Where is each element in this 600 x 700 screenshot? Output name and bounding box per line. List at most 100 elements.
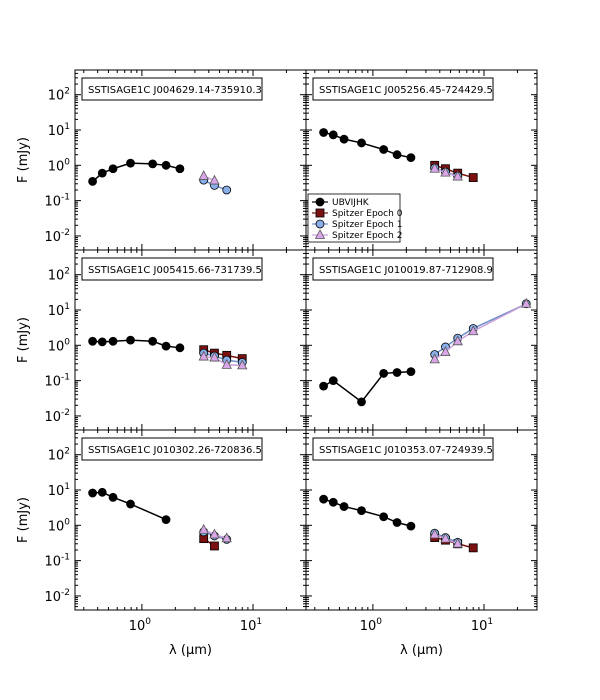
legend-label: Spitzer Epoch 0 [332,209,403,219]
panel-3: 10-2 10-1 100 101 102 F (mJy) SSTISAGE1C J0054… [16,249,307,431]
legend-marker [315,219,325,229]
data-point [198,350,209,361]
data-point [339,134,349,144]
panel-title: SSTISAGE1C J010019.87-712908.9 [319,265,493,276]
panel-6: 100 101 λ (μm) SSTISAGE1C J010353.07-724939… [305,429,538,658]
data-point [440,532,451,543]
data-point [392,368,402,377]
y-tick-label: 100 [48,517,71,534]
panel-1: 10-2 10-1 100 101 102 F (mJy) SSTISAGE1C J0046… [16,69,307,251]
y-tick-label: 101 [48,122,70,139]
panel-title: SSTISAGE1C J005415.66-731739.5 [88,265,262,276]
legend-marker [314,229,326,239]
data-point [468,325,479,336]
data-point [209,528,220,539]
data-point [440,166,451,177]
data-point [319,494,328,504]
panel-frame [305,429,538,611]
data-point [175,164,185,174]
data-point [406,153,416,163]
data-point [429,162,440,173]
series-spitzer-epoch-2 [198,523,232,543]
data-point [126,499,135,509]
panel-5: 10-2 10-1 100 101 102 F (mJy) 100 101 λ (μm) SSTI… [16,429,307,658]
series-line [203,355,243,367]
data-point [357,138,366,148]
data-point [452,537,463,548]
data-point [392,518,402,527]
panel-title-box [312,437,494,461]
legend-marker [315,208,325,218]
series-line [434,164,474,179]
data-point [221,532,232,543]
data-point [319,381,328,391]
data-point [221,358,232,369]
series-ubvijhk [88,335,185,353]
data-point [88,488,97,498]
panel-title: SSTISAGE1C J004629.14-735910.3 [88,85,262,96]
y-tick-label: 102 [48,87,70,104]
y-tick-label: 101 [48,482,70,499]
x-axis-label: λ (μm) [400,643,443,658]
series-line [434,303,527,360]
data-point [468,173,478,182]
data-point [429,528,440,539]
data-point [379,145,389,154]
panel-title: SSTISAGE1C J010353.07-724939.5 [319,445,493,456]
data-point [148,336,158,346]
y-tick-label: 102 [48,447,70,464]
data-point [161,515,171,525]
data-point [88,177,97,186]
data-point [339,502,349,511]
data-point [88,336,97,346]
y-tick-label: 10-2 [44,588,70,605]
data-point [328,130,338,140]
x-tick-label: 100 [129,617,152,634]
panel-4: SSTISAGE1C J010019.87-712908.9 [305,249,538,431]
series-ubvijhk [88,487,171,525]
data-point [406,521,416,531]
data-point [210,541,219,551]
data-point [97,487,107,497]
y-tick-label: 102 [48,267,70,284]
series-spitzer-epoch-2 [429,162,463,181]
data-point [468,543,478,553]
panel-title: SSTISAGE1C J010302.26-720836.5 [88,445,262,456]
data-point [452,170,463,181]
series-ubvijhk [319,494,416,531]
data-point [379,369,389,378]
y-axis-label: F (mJy) [16,137,31,183]
panel-title: SSTISAGE1C J005256.45-724429.5 [319,85,493,96]
data-point [161,160,171,170]
data-point [209,174,220,185]
y-tick-label: 10-1 [44,553,70,570]
data-point [108,492,118,502]
data-point [148,159,158,169]
legend-label: UBVIJHK [332,198,370,208]
series-line [203,352,243,364]
data-point [406,367,416,377]
y-axis-label: F (mJy) [16,497,31,543]
data-point [175,343,185,353]
y-tick-label: 10-2 [44,228,70,245]
data-point [126,158,135,168]
panel-title-box [312,257,494,281]
x-axis-label: λ (μm) [169,643,212,658]
y-tick-label: 10-1 [44,373,70,390]
series-spitzer-epoch-2 [198,350,248,370]
series-line [203,349,243,360]
data-point [440,346,451,356]
x-tick-label: 101 [240,617,262,634]
data-point [97,337,107,347]
data-point [379,512,389,522]
data-point [392,150,402,160]
data-point [429,353,440,364]
data-point [209,351,220,362]
data-point [452,335,463,346]
data-point [198,523,209,534]
y-axis-label: F (mJy) [16,317,31,363]
panel-title-box [312,77,494,101]
data-point [357,506,366,516]
